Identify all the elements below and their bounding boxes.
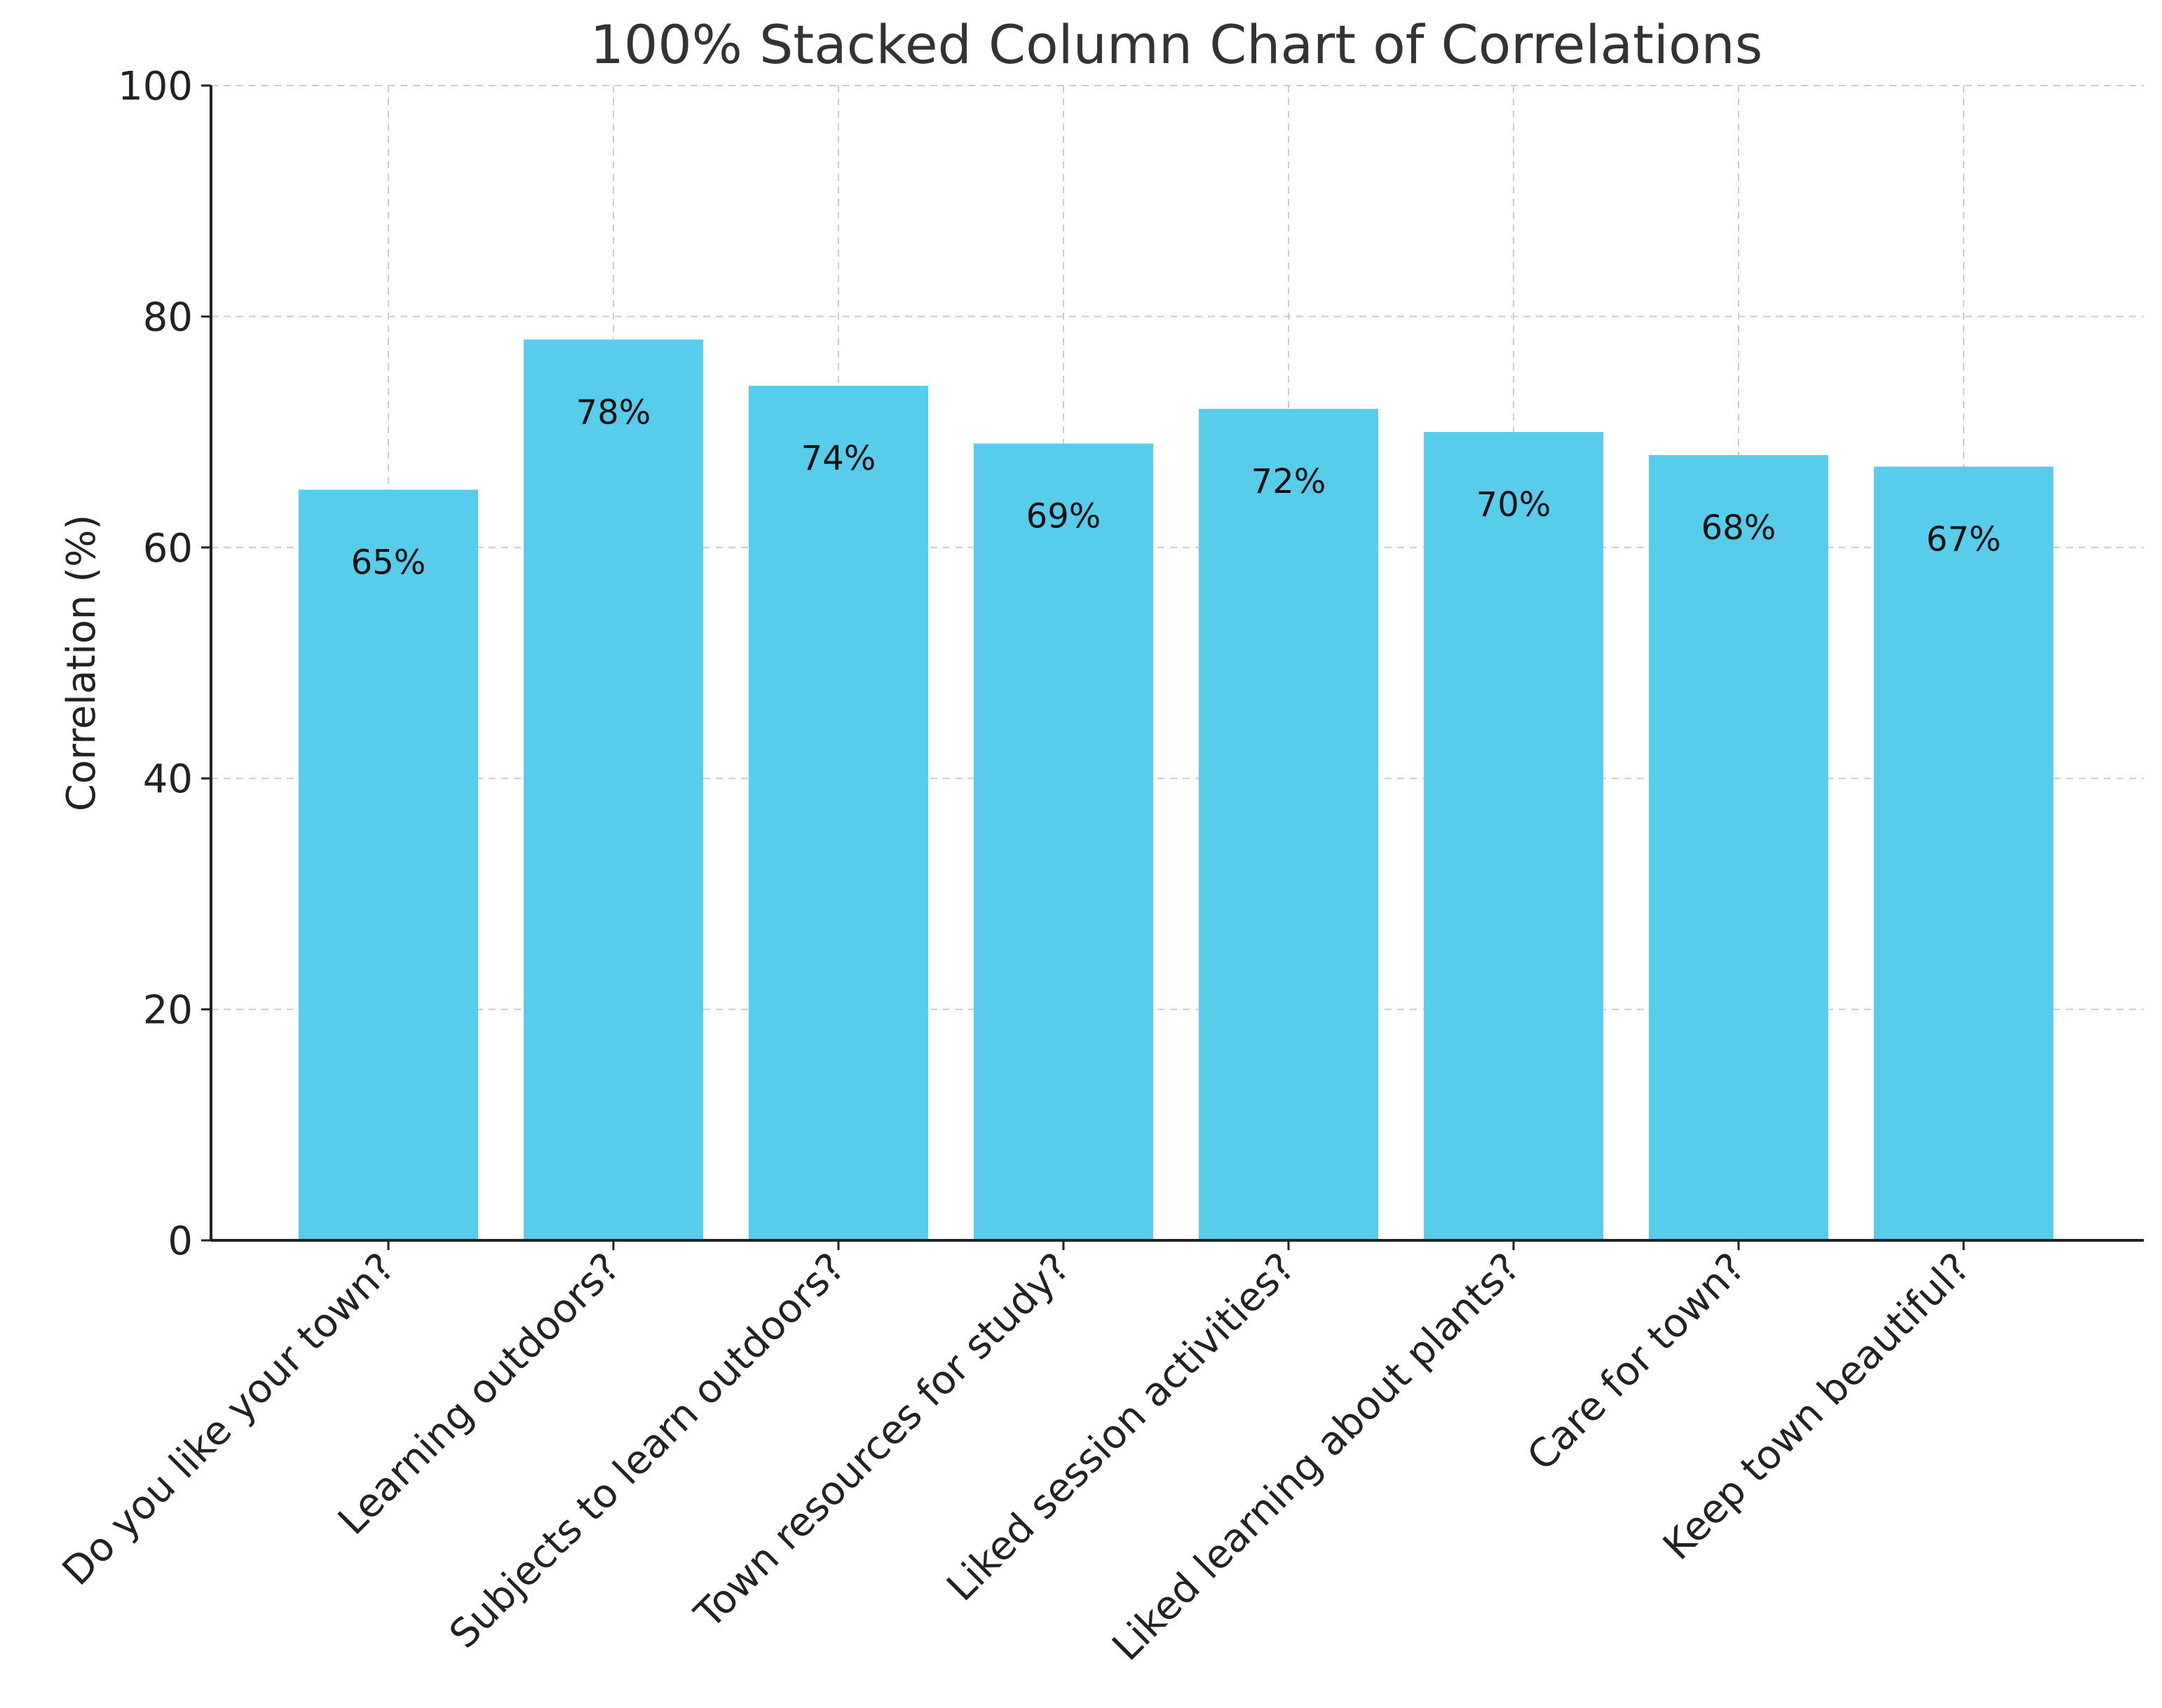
bar: [749, 386, 928, 1240]
y-tick-label: 40: [143, 757, 193, 802]
grid-layer: [211, 85, 2144, 1240]
bar: [974, 443, 1153, 1240]
bar-data-label: 65%: [351, 543, 426, 582]
bar-data-label: 78%: [576, 393, 651, 432]
y-axis-label: Correlation (%): [59, 515, 104, 812]
x-tick-label: Subjects to learn outdoors?: [441, 1245, 854, 1658]
bar: [1424, 432, 1603, 1240]
bar-data-label: 74%: [801, 439, 876, 478]
y-tick-label: 20: [143, 988, 193, 1033]
bar-data-label: 72%: [1251, 462, 1326, 501]
y-tick-label: 0: [168, 1219, 193, 1264]
bar-data-label: 69%: [1026, 497, 1101, 536]
bar-data-label: 70%: [1476, 485, 1551, 524]
bar: [299, 489, 478, 1241]
bar-data-label: 67%: [1926, 520, 2001, 560]
bar-data-label: 68%: [1701, 508, 1776, 548]
bar: [524, 339, 703, 1241]
y-tick-label: 60: [143, 526, 193, 571]
x-tick-label: Do you like your town?: [54, 1245, 404, 1594]
y-tick-label: 100: [118, 64, 193, 109]
data-label-layer: 65% 78% 74% 69% 72% 70% 68% 67%: [351, 393, 2001, 582]
x-tick-label: Town resources for study?: [686, 1245, 1079, 1638]
bar-layer: [299, 339, 2053, 1241]
bar: [1649, 455, 1828, 1240]
bar: [1199, 409, 1378, 1241]
bar: [1874, 466, 2053, 1240]
chart-title: 100% Stacked Column Chart of Correlation…: [590, 13, 1763, 76]
x-tick-label: Care for town?: [1518, 1245, 1754, 1480]
y-tick-label: 80: [143, 294, 193, 340]
x-tick-label: Liked learning about plants?: [1104, 1245, 1529, 1669]
